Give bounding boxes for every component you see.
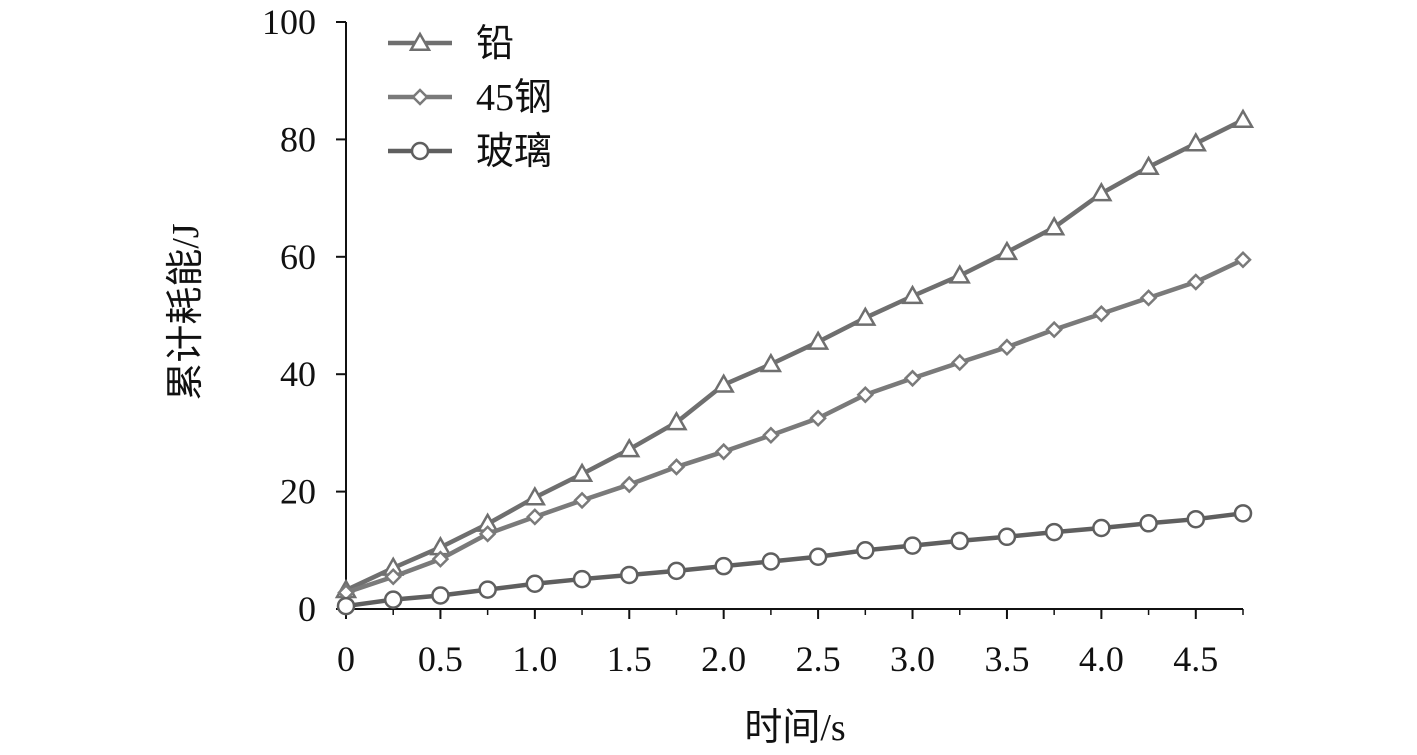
data-point (950, 531, 969, 551)
data-point (478, 525, 497, 543)
x-tick-label: 3.5 (984, 639, 1029, 679)
x-tick-label: 1.5 (607, 639, 652, 679)
x-tick-label: 0.5 (418, 639, 463, 679)
x-tick-label: 2.0 (701, 639, 746, 679)
data-point (901, 284, 924, 305)
y-tick-label: 100 (262, 2, 316, 42)
x-tick-label: 0 (337, 639, 355, 679)
series-2 (336, 504, 1253, 616)
data-point (1139, 289, 1158, 307)
data-point (1090, 181, 1113, 202)
x-axis: 0 0.5 1.0 1.5 2.0 2.5 3.0 3.5 4.0 4.5 (337, 608, 1244, 679)
legend-label: 铅 (476, 23, 514, 65)
data-point (995, 240, 1019, 261)
data-point (809, 409, 827, 427)
x-tick-label: 4.5 (1173, 639, 1218, 679)
data-point (572, 569, 592, 589)
x-ticks: 0 0.5 1.0 1.5 2.0 2.5 3.0 3.5 4.0 4.5 (337, 609, 1244, 679)
data-point (336, 596, 356, 616)
data-point (525, 574, 545, 594)
data-point (950, 353, 969, 372)
plot-area (334, 108, 1255, 616)
y-axis-label: 累计耗能/J (165, 223, 207, 400)
legend-item: 玻璃 (388, 131, 552, 173)
data-point (1045, 320, 1063, 339)
data-point (1231, 108, 1255, 129)
legend-marker (408, 31, 432, 51)
y-tick-label: 20 (280, 472, 316, 512)
data-point (854, 306, 877, 326)
data-point (1139, 514, 1158, 533)
y-ticks: 0 20 40 60 80 100 (262, 2, 346, 629)
y-tick-label: 0 (298, 589, 316, 629)
x-axis-label: 时间/s (744, 707, 845, 749)
data-point (712, 373, 735, 393)
data-point (759, 352, 783, 373)
data-point (997, 527, 1017, 547)
data-point (620, 475, 639, 494)
data-point (570, 462, 594, 482)
data-point (431, 550, 450, 568)
x-tick-label: 1.0 (512, 639, 557, 679)
y-tick-label: 60 (280, 237, 316, 277)
data-point (903, 369, 922, 388)
data-point (384, 567, 402, 586)
data-point (667, 561, 686, 581)
legend-item: 铅 (388, 23, 514, 65)
x-tick-label: 4.0 (1079, 639, 1124, 679)
series-0 (334, 108, 1255, 599)
data-point (762, 426, 780, 445)
data-point (714, 556, 733, 576)
data-point (808, 547, 828, 567)
data-point (998, 338, 1016, 356)
legend-item: 45钢 (388, 77, 552, 119)
data-point (806, 330, 830, 350)
x-tick-label: 3.0 (890, 639, 935, 679)
data-point (1044, 522, 1064, 542)
series-line (343, 257, 1246, 595)
data-point (665, 410, 688, 431)
data-point (714, 442, 733, 461)
data-point (618, 437, 641, 458)
data-point (573, 491, 591, 510)
x-tick-label: 2.5 (796, 639, 841, 679)
data-point (1092, 518, 1111, 538)
series-line (343, 117, 1246, 593)
data-point (1187, 273, 1205, 291)
legend-marker (411, 88, 429, 106)
y-axis: 0 20 40 60 80 100 (262, 2, 347, 629)
data-point (1184, 131, 1207, 152)
data-point (478, 580, 497, 599)
data-point (1043, 215, 1066, 236)
data-point (856, 385, 875, 404)
legend-marker (410, 141, 430, 161)
data-point (1137, 155, 1160, 175)
legend-label: 45钢 (476, 77, 552, 119)
data-point (620, 565, 639, 585)
data-point (948, 264, 971, 284)
data-point (903, 536, 922, 555)
data-point (667, 458, 686, 476)
data-point (1233, 504, 1253, 523)
y-tick-label: 80 (280, 119, 316, 159)
data-point (761, 552, 781, 571)
data-point (383, 590, 403, 609)
data-point (431, 586, 450, 605)
data-point (856, 541, 875, 560)
data-point (1092, 304, 1111, 323)
data-point (523, 485, 546, 506)
legend-label: 玻璃 (476, 131, 552, 173)
data-point (1234, 250, 1252, 269)
y-tick-label: 40 (280, 354, 316, 394)
data-point (526, 508, 544, 526)
data-point (1186, 509, 1206, 529)
series-1 (337, 250, 1252, 602)
